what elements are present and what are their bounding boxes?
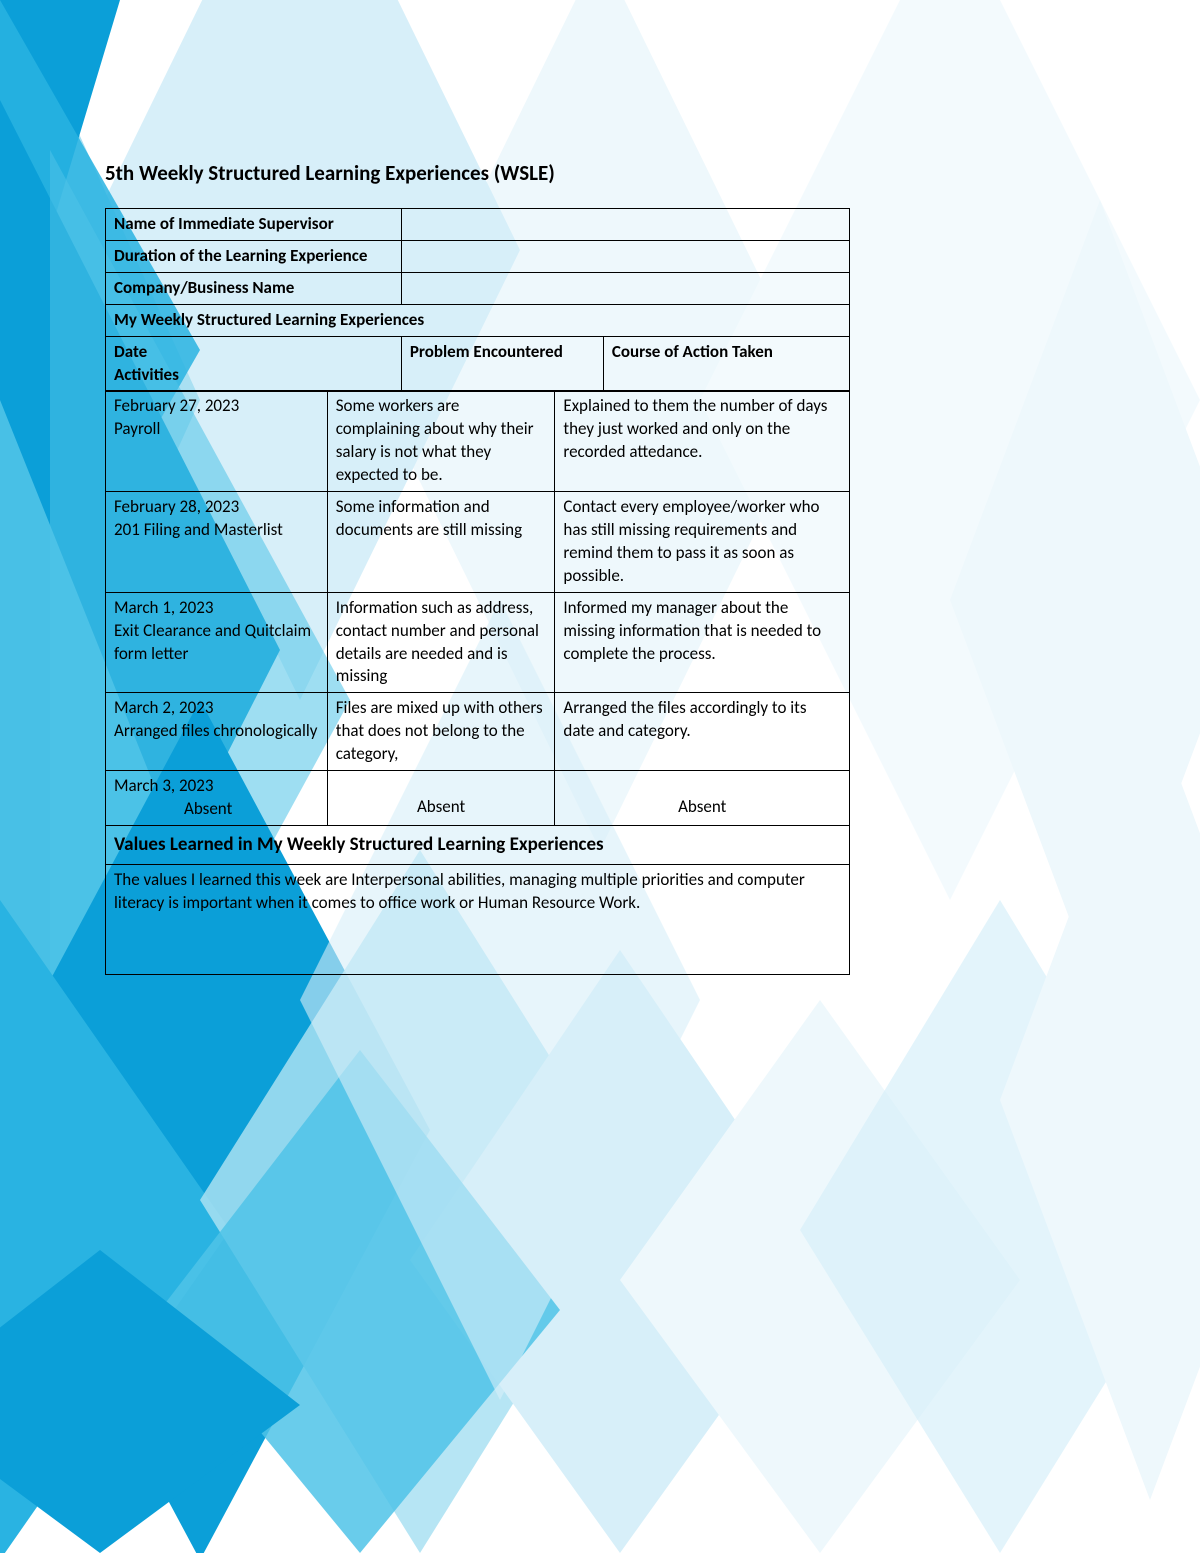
info-row-company: Company/Business Name: [106, 272, 850, 304]
values-header-row: Values Learned in My Weekly Structured L…: [106, 826, 850, 865]
info-value: [401, 240, 849, 272]
section-header: My Weekly Structured Learning Experience…: [106, 304, 850, 336]
cell-date-activity: March 2, 2023 Arranged files chronologic…: [106, 693, 328, 771]
column-header-row: Date Activities Problem Encountered Cour…: [106, 336, 850, 391]
table-row: February 28, 2023 201 Filing and Masterl…: [106, 491, 850, 592]
cell-date-activity: March 3, 2023 Absent: [106, 771, 328, 826]
col-date-label: Date: [114, 341, 147, 362]
cell-problem: Some information and documents are still…: [327, 491, 555, 592]
table-row: March 2, 2023 Arranged files chronologic…: [106, 693, 850, 771]
cell-action: Contact every employee/worker who has st…: [555, 491, 850, 592]
col-activities-label: Activities: [114, 364, 179, 385]
info-row-supervisor: Name of Immediate Supervisor: [106, 209, 850, 241]
col-date-activities: Date Activities: [106, 336, 402, 391]
table-row: March 1, 2023 Exit Clearance and Quitcla…: [106, 592, 850, 693]
cell-date: March 2, 2023: [114, 697, 214, 718]
page-title: 5th Weekly Structured Learning Experienc…: [105, 160, 850, 186]
section-header-row: My Weekly Structured Learning Experience…: [106, 304, 850, 336]
col-problem: Problem Encountered: [401, 336, 603, 391]
info-row-duration: Duration of the Learning Experience: [106, 240, 850, 272]
cell-problem: Some workers are complaining about why t…: [327, 391, 555, 492]
info-value: [401, 272, 849, 304]
cell-action: Arranged the files accordingly to its da…: [555, 693, 850, 771]
cell-date: February 28, 2023: [114, 496, 239, 517]
cell-action: Informed my manager about the missing in…: [555, 592, 850, 693]
cell-activity: Absent: [114, 798, 232, 821]
document-content: 5th Weekly Structured Learning Experienc…: [105, 160, 850, 975]
col-action: Course of Action Taken: [603, 336, 849, 391]
cell-date-activity: March 1, 2023 Exit Clearance and Quitcla…: [106, 592, 328, 693]
cell-problem: Files are mixed up with others that does…: [327, 693, 555, 771]
cell-problem: Information such as address, contact num…: [327, 592, 555, 693]
info-label: Duration of the Learning Experience: [106, 240, 402, 272]
table-row: February 27, 2023 Payroll Some workers a…: [106, 391, 850, 492]
cell-action: Explained to them the number of days the…: [555, 391, 850, 492]
cell-action: Absent: [555, 771, 850, 826]
cell-date: March 1, 2023: [114, 597, 214, 618]
wsle-data-table: February 27, 2023 Payroll Some workers a…: [105, 390, 850, 975]
cell-activity: Arranged files chronologically: [114, 720, 317, 741]
values-header: Values Learned in My Weekly Structured L…: [106, 826, 850, 865]
values-text-row: The values I learned this week are Inter…: [106, 864, 850, 974]
cell-problem: Absent: [327, 771, 555, 826]
info-label: Company/Business Name: [106, 272, 402, 304]
info-label: Name of Immediate Supervisor: [106, 209, 402, 241]
cell-activity: Payroll: [114, 418, 160, 439]
table-row: March 3, 2023 Absent Absent Absent: [106, 771, 850, 826]
info-value: [401, 209, 849, 241]
cell-activity: Exit Clearance and Quitclaim form letter: [114, 620, 311, 664]
cell-date: March 3, 2023: [114, 775, 214, 796]
cell-date-activity: February 28, 2023 201 Filing and Masterl…: [106, 491, 328, 592]
cell-date-activity: February 27, 2023 Payroll: [106, 391, 328, 492]
cell-activity: 201 Filing and Masterlist: [114, 519, 283, 540]
cell-date: February 27, 2023: [114, 395, 239, 416]
values-text: The values I learned this week are Inter…: [106, 864, 850, 974]
wsle-table: Name of Immediate Supervisor Duration of…: [105, 208, 850, 392]
